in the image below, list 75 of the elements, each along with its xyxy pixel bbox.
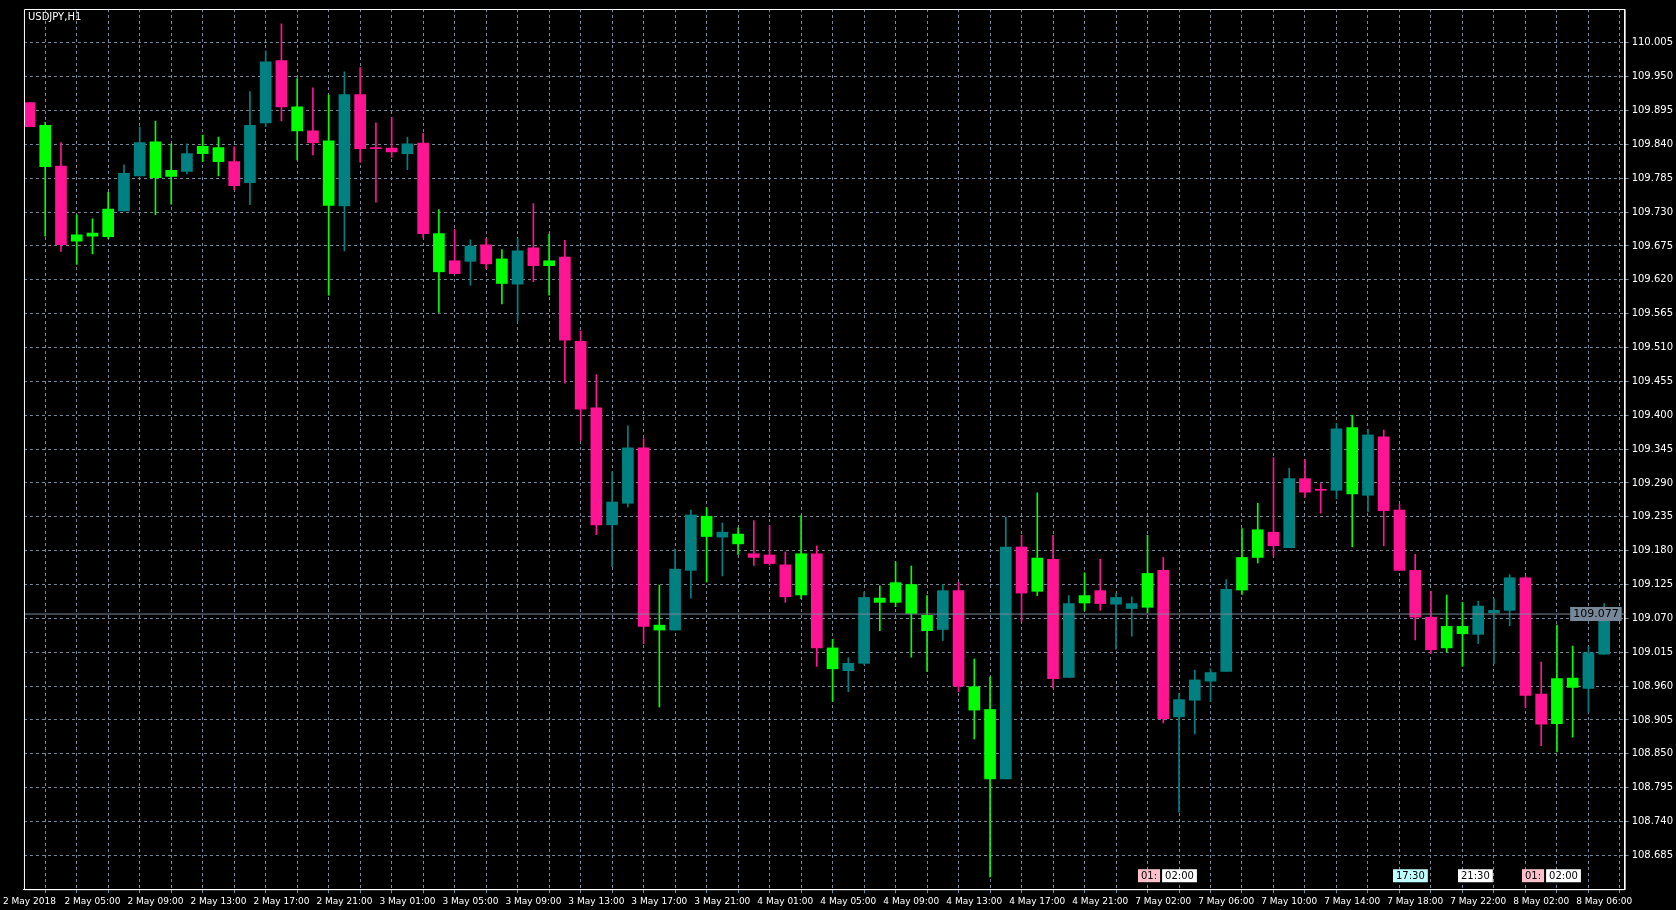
y-tick-label: 109.895	[1631, 104, 1674, 116]
ref-line-label: 109.077	[1573, 606, 1619, 620]
y-tick-label: 109.070	[1631, 611, 1674, 623]
candlestick	[873, 585, 886, 632]
y-tick-label: 108.905	[1631, 713, 1674, 725]
x-tick-label: 2 May 17:00	[253, 895, 310, 906]
x-tick-label: 7 May 02:00	[1135, 895, 1192, 906]
candlestick	[606, 471, 618, 567]
y-tick-label: 109.235	[1631, 510, 1674, 522]
y-tick-label: 109.400	[1631, 408, 1674, 420]
x-tick-label: 7 May 22:00	[1450, 895, 1507, 906]
candlestick	[1314, 483, 1327, 514]
x-tick-label: 2 May 09:00	[127, 895, 184, 906]
x-tick-label: 4 May 17:00	[1009, 895, 1066, 906]
y-tick-label: 108.685	[1631, 848, 1674, 860]
y-tick-label: 109.455	[1631, 374, 1674, 386]
y-tick-label: 109.565	[1631, 307, 1674, 319]
candlestick	[921, 595, 933, 672]
candlestick	[543, 233, 555, 296]
x-tick-label: 4 May 05:00	[820, 895, 877, 906]
annotation: 21:30	[1461, 869, 1490, 881]
y-tick-label: 108.850	[1631, 747, 1674, 759]
x-tick-label: 8 May 06:00	[1576, 895, 1633, 906]
x-tick-label: 7 May 06:00	[1198, 895, 1255, 906]
x-tick-label: 4 May 21:00	[1072, 895, 1129, 906]
candlestick	[1488, 598, 1500, 665]
x-tick-label: 3 May 17:00	[631, 895, 688, 906]
x-tick-label: 3 May 21:00	[694, 895, 751, 906]
x-tick-label: 3 May 01:00	[379, 895, 436, 906]
y-tick-label: 109.290	[1631, 476, 1674, 488]
y-tick-label: 109.785	[1631, 171, 1674, 183]
x-tick-label: 4 May 01:00	[757, 895, 814, 906]
annotation: 01:	[1141, 869, 1158, 881]
x-tick-label: 7 May 14:00	[1324, 895, 1381, 906]
x-tick-label: 2 May 13:00	[190, 895, 247, 906]
y-tick-label: 109.015	[1631, 645, 1674, 657]
candlestick	[370, 122, 382, 203]
y-tick-label: 109.125	[1631, 578, 1674, 590]
x-tick-label: 2 May 2018	[2, 895, 57, 906]
candlestick	[307, 87, 319, 156]
candlestick	[748, 520, 760, 566]
annotation: 01:	[1525, 869, 1542, 881]
y-tick-label: 110.005	[1631, 36, 1674, 48]
candlestick	[165, 143, 178, 205]
annotation: 02:00	[1165, 869, 1194, 881]
y-tick-label: 109.345	[1631, 442, 1674, 454]
x-tick-label: 2 May 21:00	[316, 895, 373, 906]
x-tick-label: 3 May 05:00	[442, 895, 499, 906]
y-tick-label: 109.510	[1631, 341, 1674, 353]
y-tick-label: 108.960	[1631, 679, 1674, 691]
x-tick-label: 2 May 05:00	[64, 895, 121, 906]
y-tick-label: 109.950	[1631, 70, 1674, 82]
x-tick-label: 7 May 18:00	[1387, 895, 1444, 906]
candlestick	[70, 214, 83, 265]
candlestick	[1125, 596, 1138, 637]
y-tick-label: 109.730	[1631, 205, 1674, 217]
x-tick-label: 4 May 13:00	[946, 895, 1003, 906]
y-tick-label: 108.740	[1631, 815, 1674, 827]
y-tick-label: 109.675	[1631, 239, 1674, 251]
candlestick	[1566, 645, 1579, 738]
annotation: 17:30	[1396, 869, 1425, 881]
x-tick-label: 8 May 02:00	[1513, 895, 1570, 906]
y-tick-label: 109.620	[1631, 273, 1674, 285]
chart-title: USDJPY,H1	[27, 10, 82, 22]
candlestick	[842, 657, 855, 692]
y-tick-label: 108.795	[1631, 781, 1674, 793]
annotation: 02:00	[1549, 869, 1578, 881]
candlestick	[1173, 693, 1185, 813]
x-tick-label: 7 May 10:00	[1261, 895, 1318, 906]
x-tick-label: 3 May 13:00	[568, 895, 625, 906]
x-tick-label: 4 May 09:00	[883, 895, 940, 906]
candlestick	[1110, 592, 1122, 650]
y-tick-label: 109.840	[1631, 138, 1674, 150]
x-tick-label: 3 May 09:00	[505, 895, 562, 906]
y-tick-label: 109.180	[1631, 544, 1674, 556]
